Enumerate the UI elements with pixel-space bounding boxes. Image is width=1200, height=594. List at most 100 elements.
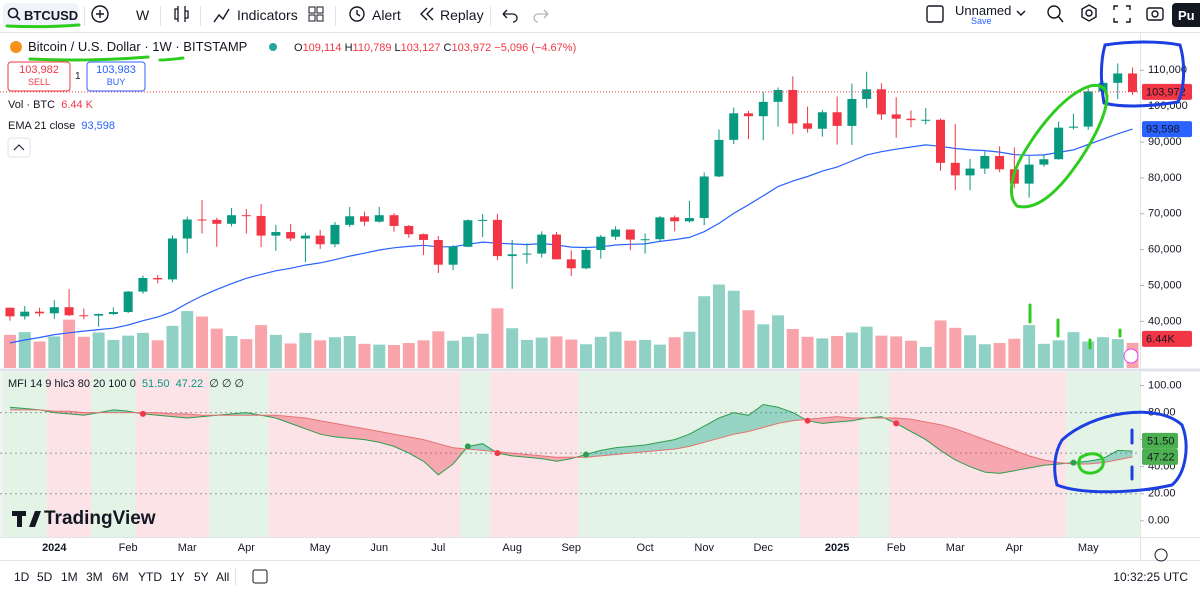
mfi-zone [76,372,92,537]
candle-body [212,219,222,224]
indicators-button[interactable]: Indicators [237,7,298,23]
buy-button[interactable] [86,61,146,92]
sell-label[interactable]: SELL [27,77,51,87]
volume-bar [875,335,888,368]
candle-body [271,232,281,236]
range-button[interactable]: 1M [61,570,78,584]
candle-body [64,307,74,316]
y-tick-label: 70,000 [1148,208,1182,220]
interval[interactable]: W [136,7,150,23]
candle-body [300,235,310,239]
sell-button[interactable] [7,61,71,92]
save-status[interactable]: Save [971,16,992,26]
publish-label[interactable]: Pu [1178,8,1195,23]
layout-icon[interactable] [926,5,944,23]
news-icon[interactable] [1123,348,1139,364]
range-button[interactable]: 1D [14,570,30,584]
volume-bar [683,331,696,368]
cross-dot [139,410,146,417]
candle-body [389,215,399,226]
mfi-zone [194,372,210,537]
ohlc-key: O [294,42,303,54]
snapshot-icon[interactable] [1146,7,1164,21]
mfi-zone [224,372,240,537]
chart-type-icon[interactable] [174,6,189,22]
settings-icon[interactable] [1081,4,1097,22]
candle-body [581,249,591,269]
x-tick-label: 2024 [42,542,67,554]
mfi-fill [379,431,395,447]
range-button[interactable]: 5D [37,570,53,584]
fullscreen-icon[interactable] [1113,5,1131,23]
volume-bar [550,336,563,368]
range-button[interactable]: 6M [112,570,129,584]
candle-body [1113,73,1123,83]
volume-bar [255,325,268,368]
publish-button[interactable] [1172,3,1200,27]
range-button[interactable]: 3M [86,570,103,584]
ema-legend: EMA 21 close 93,598 [8,118,115,134]
ohlc-key: C [443,42,452,54]
mfi-zone [475,372,491,537]
dropdown-icon[interactable] [1016,10,1026,16]
candle-body [699,176,709,219]
volume-bar [18,332,31,368]
layout-name[interactable]: Unnamed [955,3,1012,18]
templates-icon [316,6,324,14]
mfi-zone [298,372,314,537]
annotation [1009,83,1109,209]
symbol[interactable]: BTCUSD [24,8,79,23]
volume-bar [890,336,903,368]
range-button[interactable]: 1Y [170,570,185,584]
volume-bar [904,340,917,368]
quick-search-icon[interactable] [1047,5,1061,19]
range-button[interactable]: All [216,570,230,584]
change: −5,096 (−4.67%) [494,42,577,54]
volume-bar [269,334,282,368]
volume-bar [358,343,371,368]
volume-bar [742,310,755,368]
toolbar-bg [0,0,1200,32]
time-settings-icon[interactable] [1154,548,1168,562]
mfi-fill [320,420,335,437]
range-button[interactable]: YTD [138,570,162,584]
annotation [1053,410,1188,494]
volume-bar [181,311,194,368]
volume-bar [801,336,814,368]
mfi-zone [386,372,402,537]
buy-price[interactable]: 103,983 [96,64,136,76]
symbol-box[interactable] [3,3,78,27]
snapshot-icon [1151,10,1159,18]
alert-icon[interactable] [349,6,365,22]
replay-icon[interactable] [420,7,434,21]
volume-bar [284,343,297,368]
replay-button[interactable]: Replay [440,7,484,23]
candle-body [404,225,414,235]
templates-icon[interactable] [308,6,316,14]
candle-body [936,119,946,163]
mfi-fill [925,422,941,451]
sell-price[interactable]: 103,982 [19,64,59,76]
x-tick-label: Feb [119,542,138,554]
range-button[interactable]: 5Y [194,570,209,584]
add-icon[interactable] [91,5,109,23]
redo-icon[interactable] [533,9,549,23]
date-range-icon[interactable] [252,569,268,584]
alert-button[interactable]: Alert [372,7,401,23]
mfi-zone [1006,372,1023,537]
mfi-zone [238,372,255,537]
indicators-icon[interactable] [213,8,230,23]
collapse-icon [13,144,25,151]
volume-bar [1096,337,1109,368]
undo-icon[interactable] [502,9,518,23]
collapse-button[interactable] [7,137,31,158]
mfi-zone [120,372,136,537]
candle-body [876,89,886,115]
add-icon [96,10,104,18]
mfi-zone [1066,372,1082,537]
volume-bar [136,332,149,368]
annotation [1028,303,1122,350]
buy-label[interactable]: BUY [106,77,126,87]
bitcoin-icon [10,41,22,53]
